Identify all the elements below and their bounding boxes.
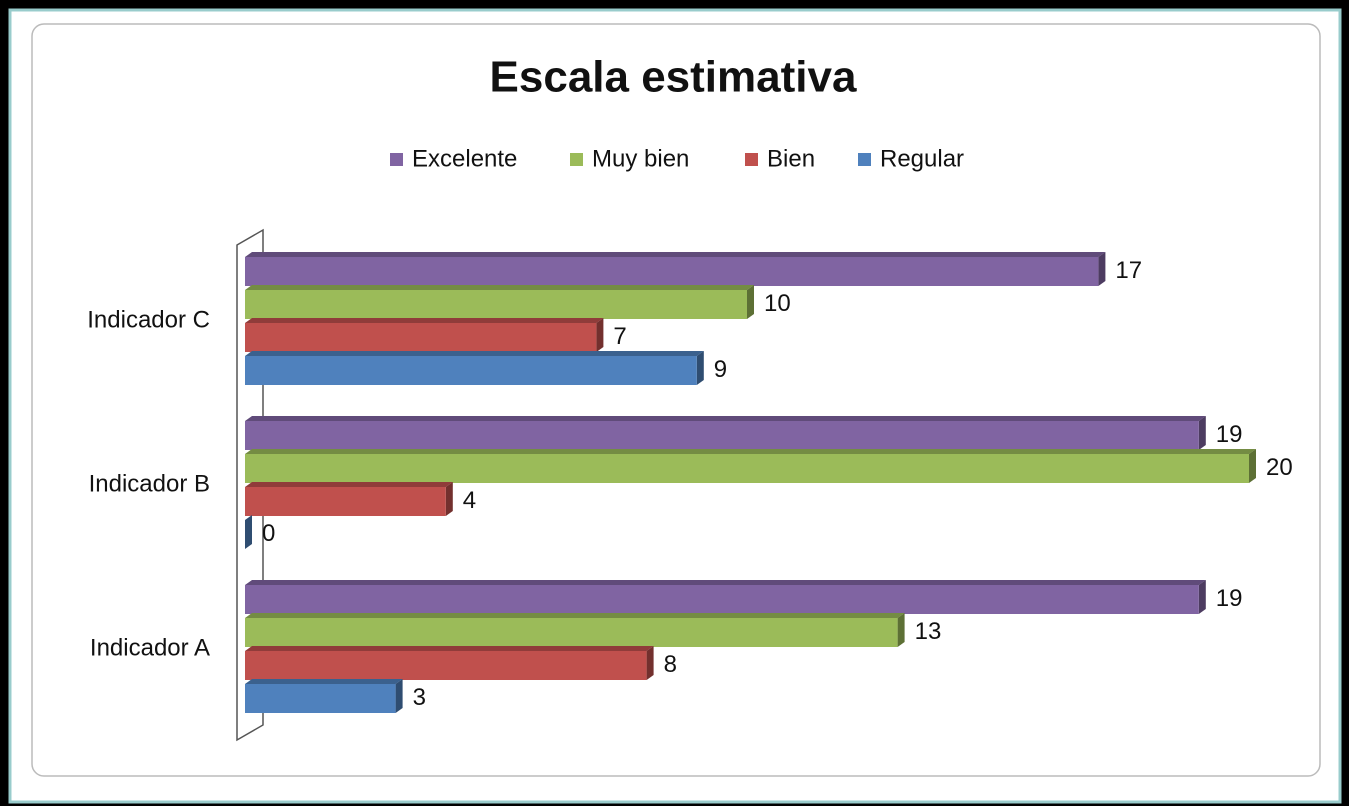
legend-swatch	[858, 153, 871, 166]
legend-label: Muy bien	[592, 145, 689, 172]
data-label: 19	[1216, 585, 1243, 612]
bar-top	[245, 416, 1206, 421]
bar-side	[245, 515, 252, 549]
bar-side	[1098, 252, 1106, 286]
bar-side	[696, 351, 704, 385]
bar-side	[395, 679, 403, 713]
bar-top	[245, 318, 604, 323]
bar	[245, 421, 1199, 450]
bar-top	[245, 449, 1256, 454]
bar	[245, 290, 747, 319]
bar	[245, 585, 1199, 614]
bar-side	[1249, 449, 1256, 483]
bar	[245, 257, 1099, 286]
legend-swatch	[570, 153, 583, 166]
bar	[245, 684, 396, 713]
data-label: 8	[664, 651, 677, 678]
bar-top	[245, 580, 1206, 585]
bar-side	[445, 482, 453, 516]
chart-title: Escala estimativa	[490, 53, 857, 102]
data-label: 9	[714, 356, 727, 383]
data-label: 7	[613, 323, 626, 350]
category-label: Indicador C	[87, 306, 210, 333]
legend-label: Bien	[767, 145, 815, 172]
bar-side	[747, 285, 754, 319]
data-label: 4	[463, 487, 476, 514]
bar-side	[596, 318, 604, 352]
data-label: 20	[1266, 454, 1293, 481]
data-label: 17	[1115, 257, 1142, 284]
bar	[245, 651, 647, 680]
bar-side	[646, 646, 654, 680]
bar	[245, 454, 1249, 483]
bar-top	[245, 351, 704, 356]
category-label: Indicador A	[90, 634, 210, 661]
bar-top	[245, 285, 754, 290]
legend-label: Excelente	[412, 145, 517, 172]
bar-side	[1198, 416, 1206, 450]
data-label: 13	[915, 618, 942, 645]
legend-swatch	[745, 153, 758, 166]
bar	[245, 618, 898, 647]
axis-wall	[236, 228, 264, 742]
data-label: 3	[413, 684, 426, 711]
bar-top	[245, 679, 403, 684]
legend-label: Regular	[880, 145, 964, 172]
bar	[245, 487, 446, 516]
data-label: 10	[764, 290, 791, 317]
bar	[245, 356, 697, 385]
bar-side	[897, 613, 905, 647]
bar-top	[245, 646, 654, 651]
bar-top	[245, 482, 453, 487]
bar-top	[245, 252, 1106, 257]
data-label: 19	[1216, 421, 1243, 448]
bar	[245, 323, 597, 352]
data-label: 0	[262, 520, 275, 547]
legend-swatch	[390, 153, 403, 166]
bar-side	[1198, 580, 1206, 614]
bar-top	[245, 613, 905, 618]
category-label: Indicador B	[89, 470, 210, 497]
